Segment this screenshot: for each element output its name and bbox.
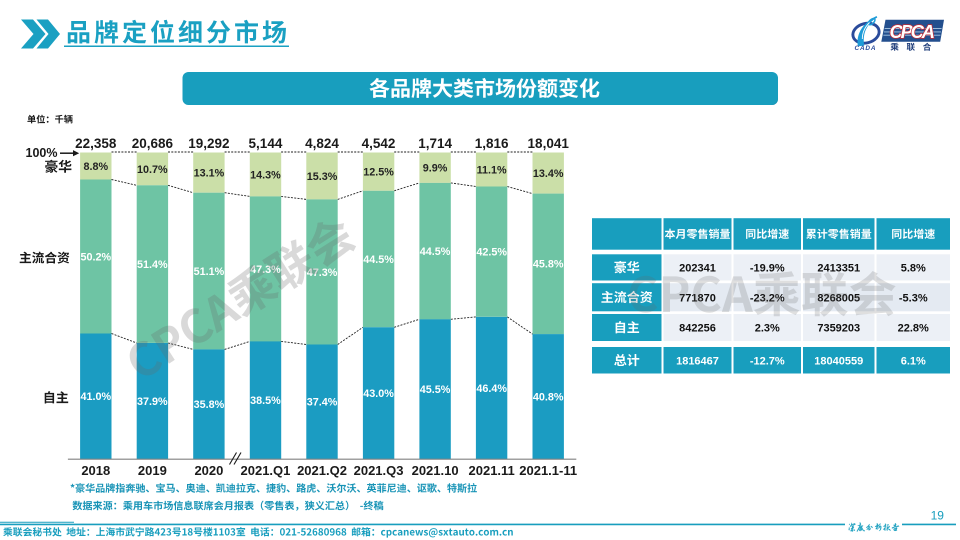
svg-text:2413351: 2413351: [817, 262, 860, 274]
svg-text:19,292: 19,292: [188, 136, 229, 151]
svg-text:10.7%: 10.7%: [137, 164, 168, 176]
svg-text:2021.1-11: 2021.1-11: [519, 463, 577, 478]
svg-text:20,686: 20,686: [132, 136, 174, 151]
svg-text:6.1%: 6.1%: [901, 355, 926, 367]
svg-text:13.1%: 13.1%: [194, 167, 225, 179]
svg-text:1816467: 1816467: [676, 355, 719, 367]
svg-text:9.9%: 9.9%: [423, 163, 448, 175]
svg-text:5,144: 5,144: [249, 136, 283, 151]
svg-text:22,358: 22,358: [75, 136, 117, 151]
svg-text:22.8%: 22.8%: [898, 323, 929, 335]
svg-text:51.1%: 51.1%: [194, 266, 225, 278]
svg-text:19: 19: [931, 509, 945, 523]
svg-text:4,824: 4,824: [305, 136, 339, 151]
svg-text:18,041: 18,041: [528, 136, 570, 151]
svg-text:2.3%: 2.3%: [755, 323, 780, 335]
svg-text:45.8%: 45.8%: [533, 259, 564, 271]
svg-text:5.8%: 5.8%: [901, 262, 926, 274]
svg-text:13.4%: 13.4%: [533, 168, 564, 180]
svg-text:47.3%: 47.3%: [307, 267, 338, 279]
svg-text:100%: 100%: [26, 146, 58, 160]
svg-text:11.1%: 11.1%: [477, 164, 507, 176]
svg-text:771870: 771870: [679, 292, 716, 304]
svg-text:2021.11: 2021.11: [469, 463, 515, 478]
svg-text:8.8%: 8.8%: [83, 161, 108, 173]
svg-text:2021.Q2: 2021.Q2: [297, 463, 347, 478]
svg-text:8268005: 8268005: [817, 292, 860, 304]
svg-text:15.3%: 15.3%: [307, 171, 338, 183]
svg-text:51.4%: 51.4%: [137, 259, 168, 271]
svg-text:44.5%: 44.5%: [420, 246, 451, 258]
svg-text:2018: 2018: [81, 463, 110, 478]
svg-text:45.5%: 45.5%: [420, 384, 451, 396]
svg-text:7359203: 7359203: [817, 323, 860, 335]
svg-text:-19.9%: -19.9%: [750, 262, 785, 274]
svg-text:2019: 2019: [138, 463, 167, 478]
svg-text:40.8%: 40.8%: [533, 392, 564, 404]
svg-text:41.0%: 41.0%: [80, 391, 111, 403]
svg-text:2020: 2020: [194, 463, 223, 478]
svg-text:50.2%: 50.2%: [80, 251, 111, 263]
svg-text:CADA: CADA: [855, 45, 876, 52]
svg-text:42.5%: 42.5%: [476, 247, 507, 259]
svg-text:38.5%: 38.5%: [250, 395, 281, 407]
svg-text:2021.Q1: 2021.Q1: [241, 463, 291, 478]
svg-text:12.5%: 12.5%: [363, 167, 394, 179]
svg-text:1,714: 1,714: [418, 136, 452, 151]
svg-text:CPCA: CPCA: [890, 21, 936, 42]
svg-text:-12.7%: -12.7%: [750, 355, 785, 367]
svg-text:842256: 842256: [679, 323, 716, 335]
svg-text:43.0%: 43.0%: [363, 388, 394, 400]
svg-text:18040559: 18040559: [814, 355, 863, 367]
svg-text:37.4%: 37.4%: [307, 397, 338, 409]
svg-text:47.3%: 47.3%: [250, 264, 281, 276]
svg-text:2021.10: 2021.10: [412, 463, 459, 478]
svg-text:14.3%: 14.3%: [250, 169, 281, 181]
svg-text:2021.Q3: 2021.Q3: [354, 463, 404, 478]
svg-text:4,542: 4,542: [362, 136, 396, 151]
svg-text:35.8%: 35.8%: [194, 399, 225, 411]
svg-text:-23.2%: -23.2%: [750, 292, 785, 304]
svg-text:37.9%: 37.9%: [137, 396, 168, 408]
svg-text:202341: 202341: [679, 262, 716, 274]
svg-text:46.4%: 46.4%: [476, 383, 507, 395]
svg-text:44.5%: 44.5%: [363, 254, 394, 266]
svg-text:1,816: 1,816: [475, 136, 509, 151]
svg-text:-5.3%: -5.3%: [899, 292, 928, 304]
